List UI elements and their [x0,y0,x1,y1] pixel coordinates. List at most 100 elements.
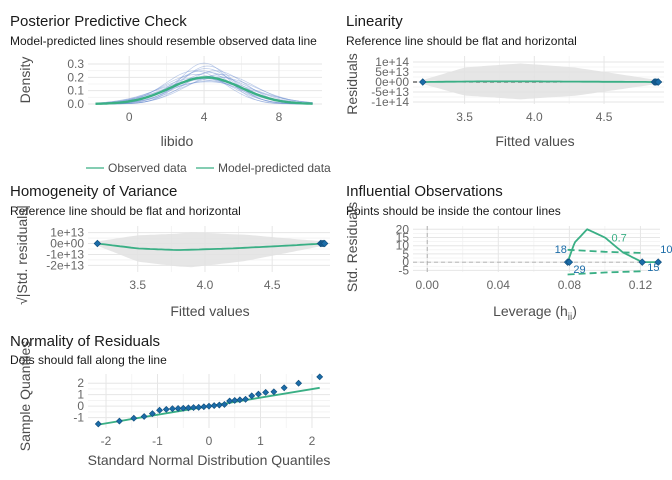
inf-xtick-label: 0.00 [416,278,440,292]
lin-xlabel: Fitted values [495,133,574,149]
ppc-subtitle: Model-predicted lines should resemble ob… [10,34,317,48]
ppc-ytick-label: 0.1 [67,84,84,98]
ppc-axes: 0.00.10.20.3 0 4 8 [67,56,322,124]
qq-point [226,397,234,405]
plot-panels: 0.00.10.20.30 4 81e+145e+130e+00-5e+13-1e+… [46,55,672,448]
inf-contour-upper [567,248,641,254]
lin-point [654,78,663,86]
qq-point [280,384,288,392]
lin-xtick-label: 4.0 [526,110,543,124]
lin-title: Linearity [346,13,403,30]
qq-point [270,388,278,396]
legend-label-predicted: Model-predicted data [218,161,331,175]
qq-title: Normality of Residuals [10,333,160,350]
hov-title: Homogeneity of Variance [10,183,177,200]
ppc-ytick-label: 0.0 [67,97,84,111]
hov-ytick-label: -2e+13 [46,258,84,272]
qq-point [262,388,270,396]
lin-fit-line [422,80,657,83]
lin-ylabel: Residuals [344,53,360,114]
inf-contour-label: 0.7 [611,233,626,245]
ppc-ylabel: Density [17,57,33,104]
ppc-ytick-label: 0.3 [67,57,84,71]
hov-xtick-label: 3.5 [129,278,146,292]
inf-ytick-label: 0 [402,255,409,269]
hov-point [320,239,329,248]
inf-contour-lower [567,270,641,276]
lin-ytick-label: -1e+14 [371,95,409,109]
qq-point [221,401,228,408]
hov-ytick-label: -1e+13 [46,247,84,261]
inf-subtitle: Points should be inside the contour line… [346,204,561,218]
ppc-predicted-line [95,81,313,104]
inf-point [654,258,662,266]
ppc-predicted-line [95,65,313,105]
inf-point [565,258,574,266]
lin-ytick-label: 5e+13 [375,65,409,79]
qq-point [295,379,303,387]
hov-ytick-label: 1e+13 [50,226,84,240]
qq-point [174,405,182,412]
lin-xtick-label: 4.5 [596,110,613,124]
qq-ytick-label: 2 [77,376,84,390]
inf-xlabel: Leverage (hii) [493,303,577,323]
ppc-xlabel: libido [161,133,194,149]
qq-series [94,373,324,428]
inf-ytick-label: 10 [396,239,410,253]
qq-point [94,420,102,428]
lin-series [413,63,664,100]
inf-ylabel: Std. Residuals [344,202,360,292]
qq-point [231,397,239,404]
qq-point [316,373,324,381]
ppc-series [95,62,313,105]
lin-subtitle: Reference line should be flat and horizo… [346,34,577,48]
qq-point [236,396,244,404]
inf-title: Influential Observations [346,183,503,200]
qq-ytick-label: -1 [73,411,84,425]
qq-xtick-label: -1 [152,434,163,448]
qq-ytick-label: 1 [77,388,84,402]
legend-label-observed: Observed data [108,161,187,175]
qq-point [200,403,208,411]
qq-point [115,417,123,425]
qq-point [195,403,203,411]
hov-ytick-label: 0e+00 [50,237,84,251]
hov-xlabel: Fitted values [170,303,249,319]
inf-point-label: 29 [573,264,585,276]
qq-axes: 210-1-2 -1 0 1 2 [73,374,330,448]
qq-point [190,404,197,411]
lin-ytick-label: -5e+13 [371,85,409,99]
hov-point [93,239,102,248]
qq-point [248,392,256,400]
qq-point [140,413,148,420]
qq-point [162,405,170,413]
ppc-predicted-line [95,68,313,105]
inf-xtick-label: 0.04 [487,278,511,292]
ppc-predicted-line [95,74,313,105]
inf-point-label: 15 [647,262,659,274]
inf-point-label: 10 [660,244,672,256]
ppc-title: Posterior Predictive Check [10,13,187,30]
qq-point [184,404,192,412]
inf-xtick-label: 0.12 [629,278,653,292]
ppc-xtick-label: 4 [201,110,208,124]
hov-series [93,232,329,268]
hov-fit-line [97,242,324,251]
qq-xtick-label: 1 [257,434,264,448]
ppc-xtick-label: 8 [276,110,283,124]
qq-xlabel: Standard Normal Distribution Quantiles [88,452,331,468]
lin-ytick-label: 1e+14 [375,55,409,69]
lin-xtick-label: 3.5 [456,110,473,124]
qq-point [169,405,176,413]
inf-point [638,258,646,266]
qq-point [242,395,249,403]
qq-point [130,414,138,422]
qq-point [255,390,262,398]
lin-point [419,78,427,86]
qq-xtick-label: -2 [101,434,112,448]
qq-subtitle: Dots should fall along the line [10,353,167,367]
inf-ytick-label: 5 [402,247,409,261]
qq-xtick-label: 2 [309,434,316,448]
